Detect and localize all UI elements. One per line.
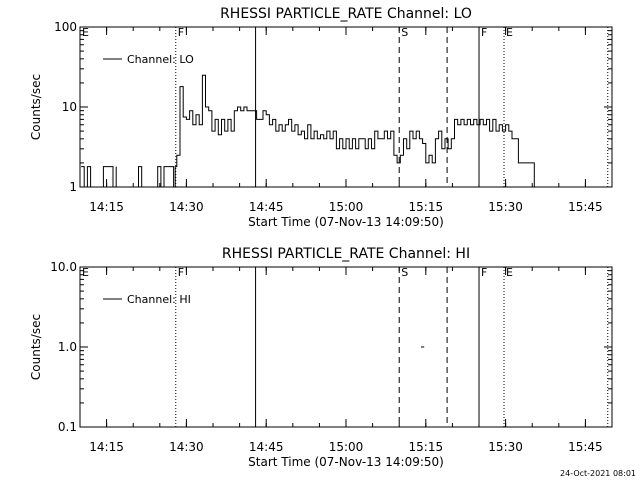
- chart-title: RHESSI PARTICLE_RATE Channel: LO: [220, 6, 472, 22]
- data-series-line: [135, 166, 143, 188]
- x-axis-label: Start Time (07-Nov-13 14:09:50): [248, 455, 444, 469]
- x-tick-label: 15:30: [488, 440, 523, 454]
- y-tick-label: 10.0: [50, 260, 77, 274]
- x-tick-label: 14:15: [89, 440, 124, 454]
- x-tick-label: 15:15: [409, 200, 444, 214]
- x-tick-label: 15:00: [329, 200, 364, 214]
- plot-frame: [79, 266, 613, 428]
- x-tick-label: 14:15: [89, 200, 124, 214]
- y-tick-label: 100: [54, 20, 77, 34]
- x-tick-label: 14:30: [169, 200, 204, 214]
- event-marker-label: E: [82, 266, 89, 279]
- y-tick-label: 0.1: [58, 420, 77, 434]
- chart-panel-2: RHESSI PARTICLE_RATE Channel: HI 0.1 1.0 10…: [29, 246, 613, 469]
- event-marker-label: E: [506, 26, 513, 39]
- event-marker-label: F: [178, 26, 184, 39]
- x-axis-label: Start Time (07-Nov-13 14:09:50): [248, 215, 444, 229]
- x-tick-label: 15:45: [568, 200, 603, 214]
- chart-panel-1: RHESSI PARTICLE_RATE Channel: LO 1 10 100 Co…: [29, 6, 613, 229]
- chart-title: RHESSI PARTICLE_RATE Channel: HI: [222, 246, 470, 262]
- y-tick-label: 1: [69, 180, 77, 194]
- y-tick-label: 10: [62, 100, 77, 114]
- x-tick-label: 14:45: [249, 440, 284, 454]
- legend-label: Channel: HI: [127, 293, 191, 306]
- event-marker-label: S: [401, 26, 408, 39]
- footer-timestamp: 24-Oct-2021 08:01: [560, 469, 636, 478]
- x-tick-label: 14:30: [169, 440, 204, 454]
- x-tick-label: 15:00: [329, 440, 364, 454]
- event-marker-label: F: [178, 266, 184, 279]
- x-tick-label: 15:30: [488, 200, 523, 214]
- y-tick-label: 1.0: [58, 340, 77, 354]
- x-tick-label: 15:15: [409, 440, 444, 454]
- x-tick-label: 15:45: [568, 440, 603, 454]
- data-series-line: [154, 74, 535, 188]
- y-axis-label: Counts/sec: [29, 74, 43, 140]
- event-marker-label: F: [481, 26, 487, 39]
- event-marker-label: E: [82, 26, 89, 39]
- event-marker-label: F: [481, 266, 487, 279]
- data-series-line: [81, 166, 117, 188]
- legend-label: Channel: LO: [127, 53, 194, 66]
- event-marker-label: E: [506, 266, 513, 279]
- x-tick-label: 14:45: [249, 200, 284, 214]
- y-axis-label: Counts/sec: [29, 314, 43, 380]
- event-marker-label: S: [401, 266, 408, 279]
